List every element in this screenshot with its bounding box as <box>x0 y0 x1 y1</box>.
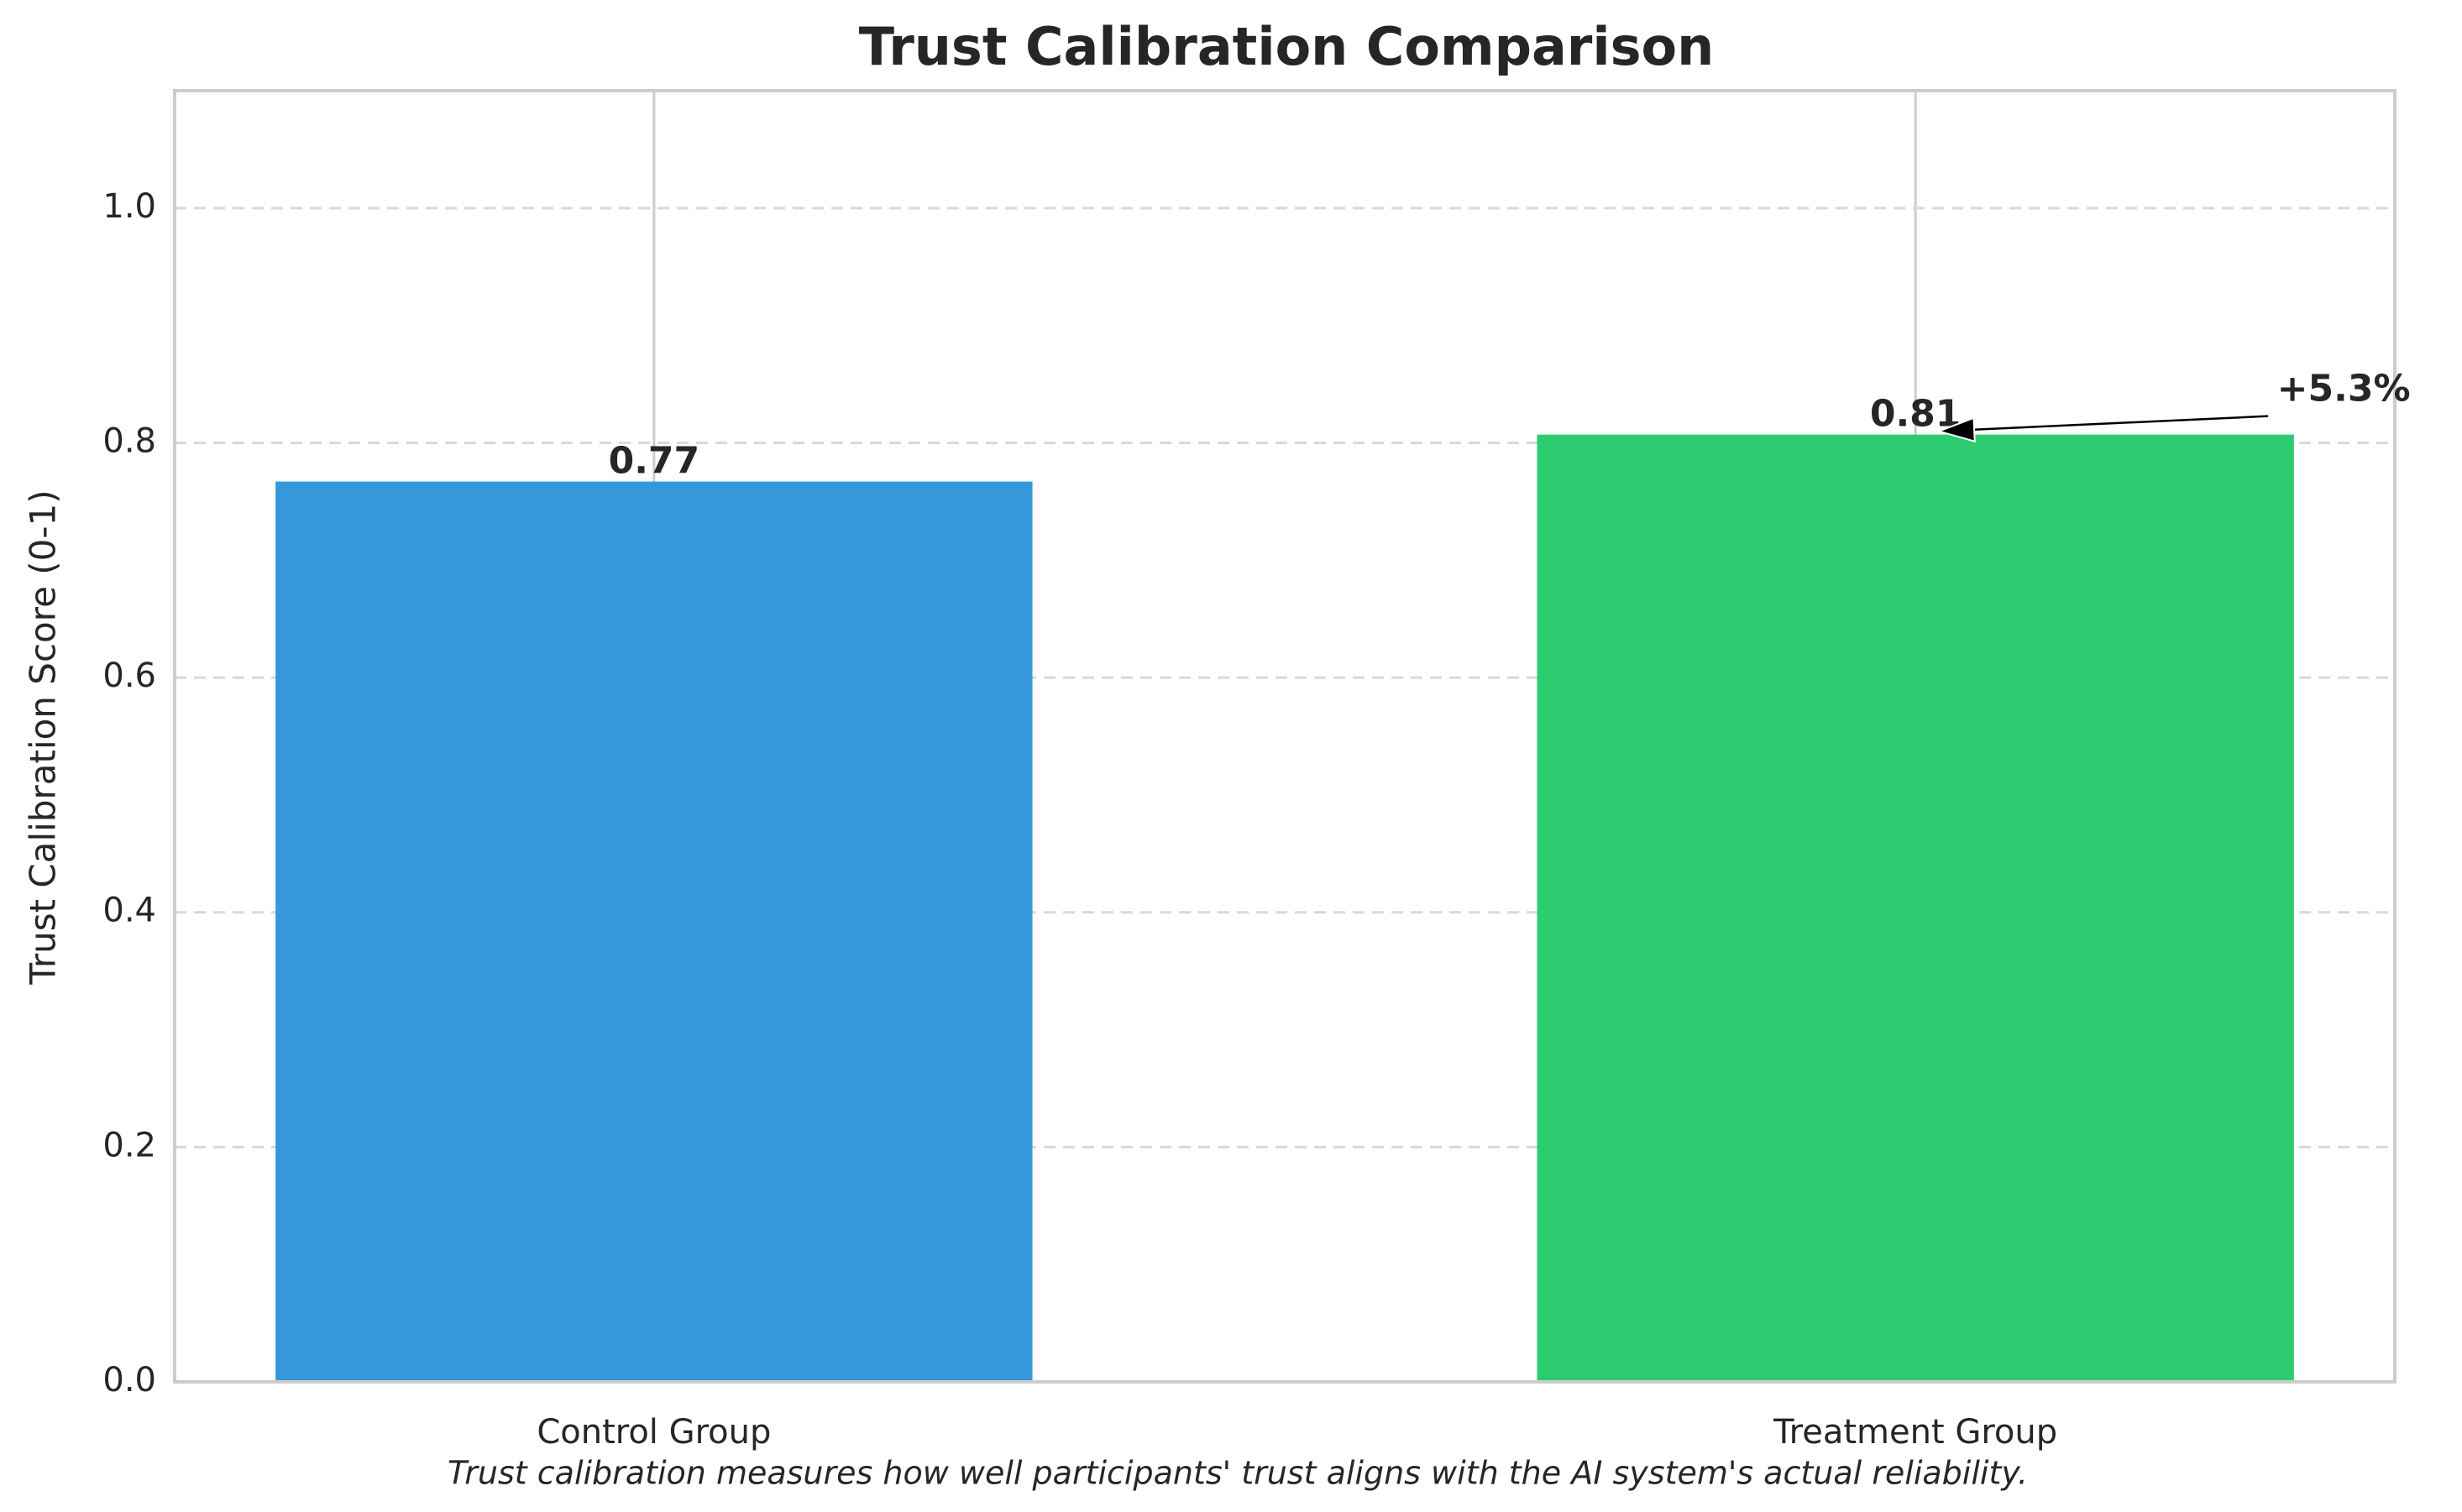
plot-frame <box>173 89 2397 1384</box>
annotation: +5.3% <box>1936 368 2411 443</box>
x-tick-label: Treatment Group <box>1773 1413 2057 1452</box>
y-tick-label: 1.0 <box>102 187 156 226</box>
caption: Trust calibration measures how well part… <box>448 1455 2028 1492</box>
axis-ticks: 0.0 0.2 0.4 0.6 0.8 1.0 Control Group Treatment… <box>102 187 2057 1452</box>
y-axis-label: Trust Calibration Score (0-1) <box>23 489 64 985</box>
bar-control-group <box>275 481 1033 1383</box>
annotation-arrow-head <box>1936 416 1976 443</box>
value-label: 0.77 <box>609 440 700 483</box>
bar-treatment-group <box>1537 434 2294 1383</box>
annotation-text: +5.3% <box>2277 368 2411 411</box>
annotation-arrow-line <box>1974 415 2269 431</box>
chart-title: Trust Calibration Comparison <box>859 16 1715 77</box>
x-tick-label: Control Group <box>537 1413 771 1452</box>
y-tick-label: 0.0 <box>102 1361 156 1400</box>
bars <box>275 434 2294 1383</box>
y-tick-label: 0.4 <box>102 892 156 930</box>
y-tick-label: 0.6 <box>102 657 156 695</box>
y-tick-label: 0.8 <box>102 421 156 460</box>
y-tick-label: 0.2 <box>102 1126 156 1164</box>
